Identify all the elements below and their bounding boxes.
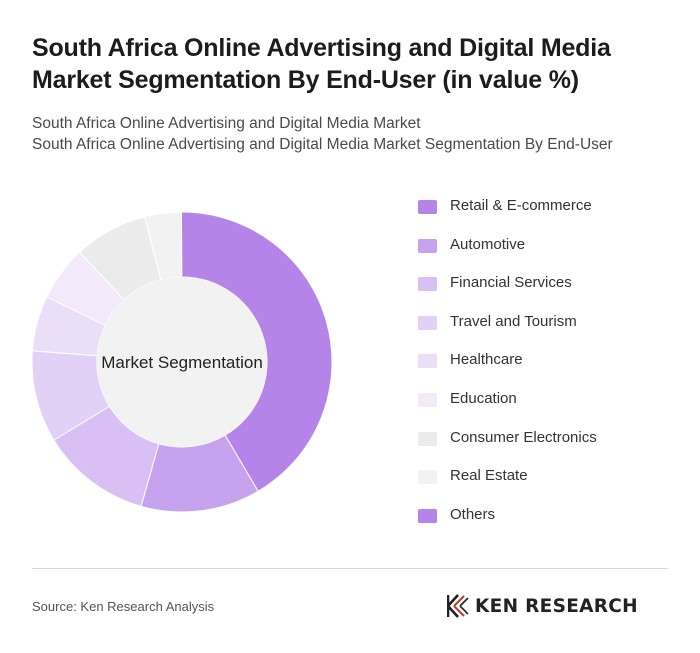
legend-item: Automotive (418, 235, 688, 274)
donut-chart: Market Segmentation (31, 211, 333, 513)
center-label: Market Segmentation (101, 353, 263, 372)
legend-item: Financial Services (418, 273, 688, 312)
ken-logo-icon (447, 594, 469, 618)
legend-item: Retail & E-commerce (418, 196, 688, 235)
legend-swatch (418, 354, 437, 369)
legend-item: Others (418, 505, 688, 544)
legend-swatch (418, 470, 437, 485)
donut-hole (97, 277, 267, 447)
chart-legend: Retail & E-commerce Automotive Financial S… (418, 196, 688, 543)
legend-swatch (418, 277, 437, 292)
legend-swatch (418, 508, 437, 523)
legend-label: Education (450, 389, 517, 407)
logo-text: KEN RESEARCH (475, 595, 638, 617)
legend-item: Healthcare (418, 350, 688, 389)
legend-item: Consumer Electronics (418, 428, 688, 467)
legend-label: Retail & E-commerce (450, 197, 592, 214)
subtitle-line-2: South Africa Online Advertising and Digi… (32, 136, 613, 153)
chart-title: South Africa Online Advertising and Digi… (32, 34, 611, 94)
legend-item: Education (418, 389, 688, 428)
legend-label: Healthcare (450, 351, 523, 369)
source-note: Source: Ken Research Analysis (32, 599, 215, 614)
legend-label: Others (450, 505, 496, 523)
legend-item: Real Estate (418, 466, 688, 505)
chart-subtitle: South Africa Online Advertising and Digi… (32, 113, 672, 155)
legend-swatch (418, 238, 437, 253)
legend-label: Real Estate (450, 467, 528, 485)
legend-swatch (418, 315, 437, 330)
subtitle-line-1: South Africa Online Advertising and Digi… (32, 115, 421, 132)
legend-item: Travel and Tourism (418, 312, 688, 351)
legend-label: Travel and Tourism (450, 312, 577, 330)
footer-divider (32, 568, 668, 569)
ken-research-logo: KEN RESEARCH (447, 593, 638, 619)
legend-swatch (418, 200, 437, 214)
legend-swatch (418, 431, 437, 446)
legend-label: Financial Services (450, 274, 572, 292)
legend-swatch (418, 392, 437, 407)
legend-label: Automotive (450, 235, 526, 253)
donut-slices (31, 211, 333, 513)
legend-label: Consumer Electronics (450, 428, 597, 446)
